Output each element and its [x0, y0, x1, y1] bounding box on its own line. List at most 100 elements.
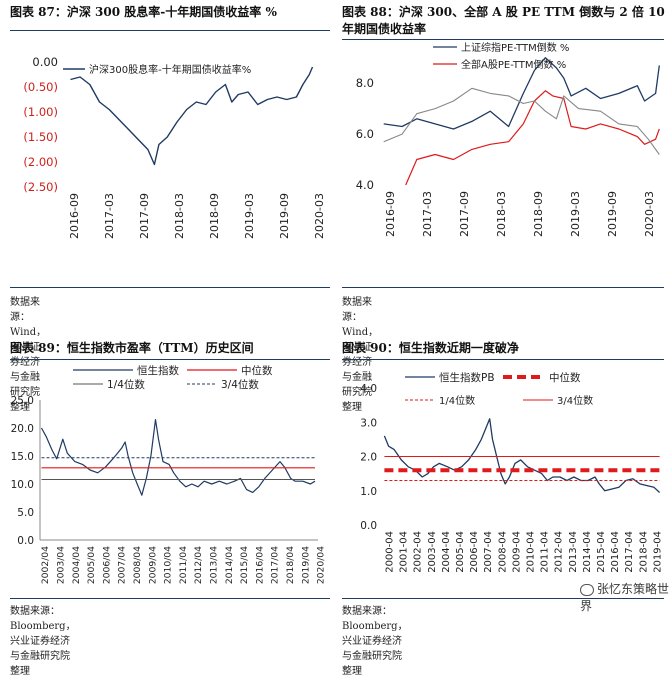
x-tick-label: 2019-09: [606, 191, 619, 237]
x-tick-label: 2004-04: [441, 531, 452, 573]
y-tick-label: 2.0: [360, 452, 377, 464]
x-tick-label: 2013/04: [209, 546, 220, 584]
x-tick-label: 2009-04: [511, 531, 522, 573]
series-line-0: [70, 66, 314, 166]
legend-label: 恒生指数: [137, 364, 179, 377]
legend-label: 沪深300股息率-十年期国债收益率%: [89, 63, 251, 76]
legend-label: 中位数: [241, 364, 273, 377]
series-line-0: [40, 418, 316, 496]
chart-title-90: 图表 90：恒生指数近期一度破净: [342, 341, 519, 355]
x-tick-label: 2011-04: [540, 531, 551, 573]
legend-label: 中位数: [549, 371, 581, 384]
chart-title-87: 图表 87：沪深 300 股息率-十年期国债收益率 %: [10, 5, 277, 19]
series-line-0: [383, 57, 660, 130]
x-tick-label: 2016-09: [68, 193, 81, 239]
legend-label: 3/4位数: [221, 378, 259, 391]
x-tick-label: 2016/04: [254, 546, 265, 584]
x-tick-label: 2017-09: [138, 193, 151, 239]
x-tick-label: 2019/04: [300, 546, 311, 584]
x-tick-label: 2009/04: [147, 546, 158, 584]
x-tick-label: 2010-04: [526, 531, 537, 573]
x-tick-label: 2012-04: [554, 531, 565, 573]
x-tick-label: 2019-04: [652, 531, 663, 573]
chart-source-88: 数据来源：Wind，兴业证券经济与金融研究院整理: [342, 297, 379, 413]
y-tick-label: 0.0: [17, 535, 34, 547]
chart-87: 0.00 (0.50) (1.00) (1.50) (2.00) (2.50) 2016-0…: [23, 55, 326, 239]
series-line-2: [383, 87, 660, 155]
legend-label: 上证综指PE-TTM倒数 %: [461, 41, 569, 54]
y-tick-label: 10.0: [11, 479, 34, 491]
series-line-0: [383, 418, 661, 493]
x-tick-label: 2010/04: [163, 546, 174, 584]
x-tick-label: 2019-03: [243, 193, 256, 239]
x-tick-label: 2006/04: [101, 546, 112, 584]
y-tick-label: 6.0: [356, 127, 374, 141]
x-tick-label: 2014/04: [224, 546, 235, 584]
chart-90: 4.0 3.0 2.0 1.0 0.0 2000-04 2001-04 2002-04 2003…: [360, 371, 663, 573]
x-tick-label: 2019-09: [278, 193, 291, 239]
x-tick-label: 2015-04: [596, 531, 607, 573]
x-tick-label: 2017-09: [458, 191, 471, 237]
y-tick-label: 4.0: [360, 383, 377, 395]
x-tick-label: 2018-04: [638, 531, 649, 573]
x-tick-label: 2017/04: [270, 546, 281, 584]
x-tick-label: 2018-09: [208, 193, 221, 239]
x-tick-label: 2020/04: [316, 546, 327, 584]
legend-label: 1/4位数: [439, 394, 475, 407]
chart-title-89: 图表 89：恒生指数市盈率（TTM）历史区间: [10, 341, 254, 355]
x-tick-label: 2003-04: [427, 531, 438, 573]
x-tick-label: 2016-04: [610, 531, 621, 573]
y-tick-label: 1.0: [360, 486, 377, 498]
x-tick-label: 2006-04: [469, 531, 480, 573]
y-tick-label: 20.0: [11, 423, 34, 435]
x-tick-label: 2020-03: [313, 193, 326, 239]
chart-89: 25.0 20.0 15.0 10.0 5.0 0.0 2002/04 2003/04 2004…: [11, 364, 327, 584]
y-tick-label: 8.0: [356, 76, 374, 90]
chart-title-88: 图表 88：沪深 300、全部 A 股 PE TTM 倒数与 2 倍 10 年期…: [342, 5, 665, 36]
x-tick-label: 2002-04: [413, 531, 424, 573]
x-tick-label: 2017-04: [624, 531, 635, 573]
x-tick-label: 2007/04: [117, 546, 128, 584]
source-rule-90: [342, 598, 664, 599]
y-tick-label: 3.0: [360, 417, 377, 429]
chart-88: 8.0 6.0 4.0 2016-09 2017-03 2017-09 2018-03 201…: [356, 41, 660, 237]
y-tick-label: (1.50): [23, 130, 58, 144]
x-tick-label: 2018-03: [173, 193, 186, 239]
y-tick-label: (1.00): [23, 105, 58, 119]
x-tick-label: 2008-04: [497, 531, 508, 573]
x-tick-label: 2018-03: [495, 191, 508, 237]
watermark-text: 张忆东策略世界: [580, 582, 670, 613]
x-tick-label: 2017-03: [421, 191, 434, 237]
legend-label: 1/4位数: [107, 378, 145, 391]
legend-label: 全部A股PE-TTM倒数 %: [461, 58, 566, 71]
x-tick-label: 2020-03: [643, 191, 656, 237]
x-tick-label: 2005/04: [86, 546, 97, 584]
x-tick-label: 2017-03: [103, 193, 116, 239]
title-rule-88: [342, 39, 664, 40]
wechat-icon: [580, 583, 594, 596]
y-tick-label: 25.0: [11, 395, 34, 407]
source-rule-88: [342, 287, 664, 288]
y-tick-label: (2.50): [23, 180, 58, 194]
x-tick-label: 2019-03: [569, 191, 582, 237]
y-tick-label: 0.0: [360, 520, 377, 532]
x-tick-label: 2004/04: [71, 546, 82, 584]
y-tick-label: (2.00): [23, 155, 58, 169]
x-tick-label: 2018/04: [285, 546, 296, 584]
x-tick-label: 2001-04: [399, 531, 410, 573]
x-tick-label: 2007-04: [483, 531, 494, 573]
title-rule-90: [342, 359, 664, 360]
y-tick-label: 0.00: [32, 55, 58, 69]
x-tick-label: 2005-04: [455, 531, 466, 573]
series-line-1: [405, 90, 660, 186]
x-tick-label: 2000-04: [385, 531, 396, 573]
x-tick-label: 2015/04: [239, 546, 250, 584]
x-tick-label: 2016-09: [384, 191, 397, 237]
x-tick-label: 2013-04: [568, 531, 579, 573]
legend-label: 3/4位数: [557, 394, 593, 407]
chart-source-89: 数据来源：Bloomberg，兴业证券经济与金融研究院整理: [10, 606, 76, 677]
watermark: 张忆东策略世界: [580, 580, 670, 614]
title-rule-87: [10, 30, 330, 31]
source-rule-87: [10, 287, 330, 288]
x-tick-label: 2014-04: [582, 531, 593, 573]
